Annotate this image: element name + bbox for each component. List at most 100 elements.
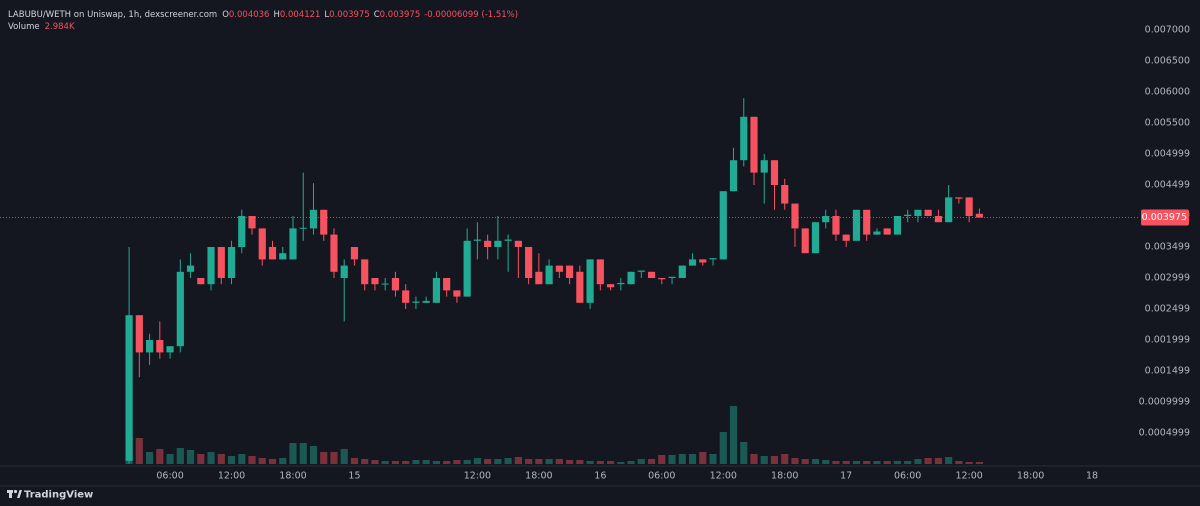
volume-bar	[145, 451, 154, 464]
y-tick-label: 0.0004999	[1139, 428, 1190, 439]
candle-body	[412, 301, 420, 303]
volume-bar	[975, 462, 983, 464]
ohlc-letter: L	[324, 10, 329, 20]
volume-bar	[658, 454, 666, 464]
volume-bar	[494, 458, 502, 464]
candle-body	[729, 160, 738, 192]
candle-body	[791, 203, 799, 229]
candle-body	[207, 246, 215, 285]
ohlc-value: 0.003975	[380, 10, 421, 20]
x-tick-label: 12:00	[218, 471, 245, 482]
volume-bar	[883, 460, 891, 464]
candle-body	[135, 315, 143, 353]
ohlc-value: 0.004121	[280, 10, 321, 20]
candle-body	[422, 300, 430, 303]
y-tick-label: 0.006000	[1145, 87, 1190, 98]
volume-bar	[484, 458, 492, 464]
candle-body	[248, 215, 256, 229]
logo	[7, 489, 22, 498]
volume-bar	[822, 459, 830, 464]
candle-body	[156, 339, 164, 353]
y-tick-label: 0.002499	[1145, 304, 1190, 315]
candle-body	[822, 215, 830, 223]
candle-body	[381, 283, 389, 285]
volume-bar	[268, 458, 277, 464]
volume-bar	[678, 453, 686, 464]
volume-bar	[781, 453, 789, 464]
y-tick-label: 0.002999	[1145, 273, 1190, 284]
volume-bar	[248, 455, 256, 464]
ohlc-value: 0.003975	[329, 10, 370, 20]
candle-body	[525, 246, 533, 278]
candle-body	[647, 271, 656, 278]
last-price-box	[1141, 209, 1189, 226]
volume-bar	[668, 454, 676, 464]
candle-body	[596, 259, 604, 285]
candle-body	[484, 240, 492, 247]
candle-body	[688, 259, 697, 266]
candle-body	[637, 270, 645, 272]
volume-bar	[545, 458, 553, 464]
candle-body	[432, 277, 441, 303]
volume-bar	[361, 458, 369, 464]
candle-body	[258, 228, 266, 260]
candle-body	[658, 277, 666, 280]
plot-area	[0, 98, 1140, 464]
x-tick-label: 06:00	[156, 471, 183, 482]
volume-bar	[207, 451, 215, 464]
x-tick-label: 15	[348, 471, 360, 482]
candle-body	[566, 265, 574, 278]
x-tick-label: 16	[594, 471, 606, 482]
volume-bar	[750, 453, 758, 464]
x-tick-label: 18:00	[1017, 471, 1044, 482]
candle-body	[299, 227, 307, 229]
candle-body	[186, 265, 195, 272]
y-tick-label: 0.004999	[1145, 149, 1190, 160]
volume-bar	[176, 447, 184, 464]
candle-body	[453, 290, 461, 297]
volume-bar	[566, 459, 574, 464]
candle-body	[320, 209, 328, 235]
candle-body	[166, 346, 174, 353]
volume-bar	[606, 460, 615, 464]
candle-body	[125, 315, 133, 461]
candle-body	[402, 290, 410, 303]
candle-body	[709, 258, 717, 260]
volume-bar	[873, 460, 881, 464]
volume-bar	[934, 457, 942, 464]
volume-bar	[586, 460, 594, 464]
candle-body	[576, 271, 584, 303]
volume-bar	[791, 457, 799, 464]
candle-body	[330, 234, 338, 272]
candle-body	[627, 271, 635, 285]
volume-bar	[811, 458, 820, 464]
y-tick-label: 0.006500	[1145, 56, 1190, 67]
volume-bar	[760, 455, 768, 464]
volume-bar	[924, 457, 932, 464]
volume-bar	[340, 448, 348, 464]
volume-bar	[596, 460, 604, 464]
y-tick-label: 0.001499	[1145, 366, 1190, 377]
volume-bar	[709, 453, 717, 464]
candle-body	[535, 271, 543, 285]
y-tick-label: 0.0009999	[1139, 397, 1190, 408]
volume-bar	[186, 449, 195, 464]
volume-bar	[729, 405, 738, 464]
volume-bar	[525, 458, 533, 464]
candle-body	[883, 228, 891, 235]
volume-bar	[473, 457, 481, 464]
logo-part	[17, 490, 22, 498]
y-tick-label: 0.003499	[1145, 242, 1190, 253]
y-tick-label: 0.001999	[1145, 335, 1190, 346]
volume-bar	[770, 455, 779, 464]
volume-bar	[555, 458, 563, 464]
candle-body	[852, 209, 861, 241]
volume-bar	[893, 460, 902, 464]
volume-bar	[719, 431, 727, 464]
volume-bar	[443, 460, 451, 464]
volume-bar	[453, 459, 461, 464]
volume-bar	[279, 457, 287, 464]
candle-body	[678, 265, 686, 278]
volume-bar	[801, 458, 809, 464]
candle-body	[965, 197, 973, 216]
